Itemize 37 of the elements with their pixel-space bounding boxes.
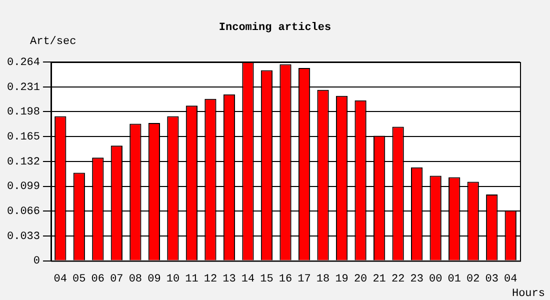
x-tick-label: 17 — [298, 273, 311, 286]
x-tick-label: 08 — [128, 273, 142, 286]
x-tick-label: 00 — [428, 273, 442, 286]
x-tick-label: 02 — [466, 273, 480, 286]
x-tick-label: 14 — [241, 273, 255, 286]
x-tick-label: 04 — [54, 273, 68, 286]
x-tick-label: 06 — [91, 273, 105, 286]
x-tick-label: 20 — [354, 273, 368, 286]
x-tick-label: 03 — [485, 273, 498, 286]
x-tick-label: 16 — [278, 273, 292, 286]
y-tick-label: 0.264 — [6, 56, 40, 69]
x-tick-label: 09 — [148, 273, 161, 286]
y-tick-label: 0.165 — [6, 131, 40, 144]
y-tick-label: 0.033 — [6, 230, 40, 243]
chart-title: Incoming articles — [218, 22, 332, 34]
x-axis-title: Hours — [512, 288, 545, 300]
y-tick-label: 0.066 — [6, 206, 40, 218]
x-tick-label: 10 — [166, 273, 180, 286]
x-tick-label: 23 — [410, 273, 424, 286]
x-tick-label: 11 — [185, 273, 199, 286]
x-tick-label: 19 — [335, 273, 348, 286]
x-tick-label: 07 — [110, 273, 124, 286]
x-tick-label: 04 — [504, 273, 518, 286]
y-tick-label: 0.132 — [6, 156, 40, 168]
y-tick-label: 0 — [33, 256, 40, 268]
y-tick-label: 0.198 — [6, 106, 40, 119]
x-tick-label: 13 — [222, 273, 236, 286]
y-axis-title: Art/sec — [30, 36, 76, 48]
x-tick-label: 15 — [260, 273, 274, 286]
x-tick-label: 18 — [316, 273, 330, 286]
x-tick-label: 22 — [391, 273, 405, 286]
x-tick-label: 12 — [204, 273, 218, 286]
y-tick-label: 0.099 — [6, 181, 40, 194]
x-tick-label: 21 — [372, 273, 386, 286]
y-tick-label: 0.231 — [6, 82, 40, 94]
x-tick-label: 05 — [72, 273, 86, 286]
x-tick-label: 01 — [448, 273, 462, 286]
